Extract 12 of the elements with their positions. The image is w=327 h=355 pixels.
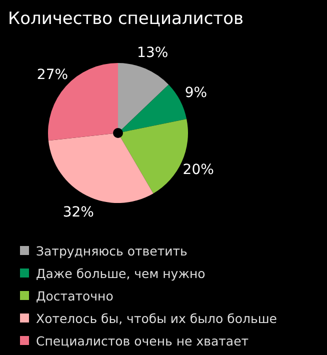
data-label: 32% xyxy=(62,204,94,220)
legend-label: Даже больше, чем нужно xyxy=(36,266,206,281)
legend-label: Затрудняюсь ответить xyxy=(36,243,188,258)
data-label: 20% xyxy=(182,162,214,178)
legend-label: Хотелось бы, чтобы их было больше xyxy=(36,310,278,326)
pie-slice xyxy=(48,133,154,203)
legend-label: Специалистов очень не хватает xyxy=(36,333,249,348)
data-label: 27% xyxy=(36,67,68,84)
chart-title: Количество специалистов xyxy=(8,9,244,29)
data-label: 9% xyxy=(184,85,208,102)
legend-label: Достаточно xyxy=(36,288,114,304)
data-label: 13% xyxy=(137,44,168,61)
